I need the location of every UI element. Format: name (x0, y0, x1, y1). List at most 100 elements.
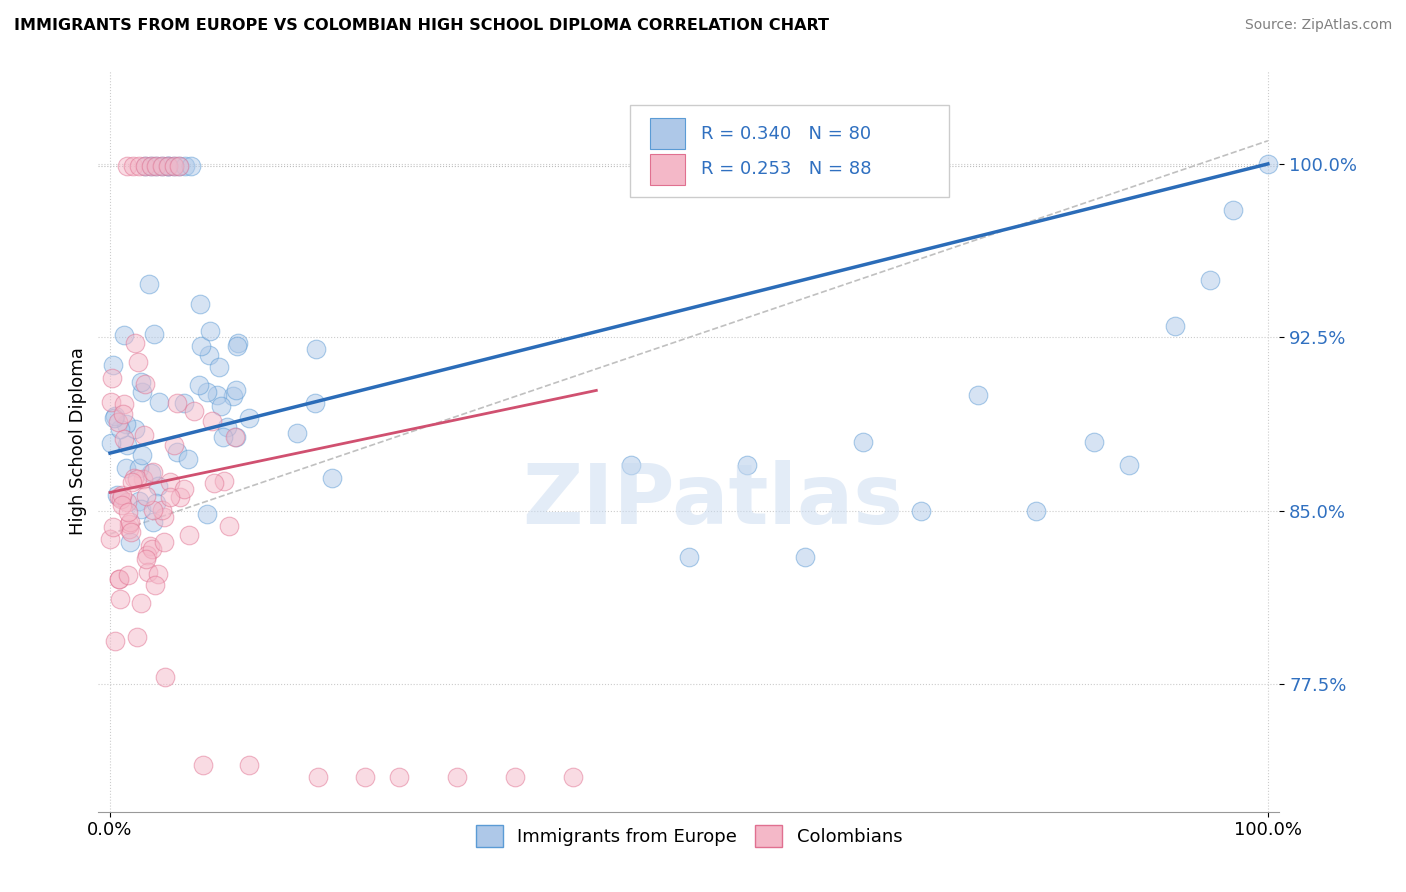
Point (108, 592, 131, 607)
FancyBboxPatch shape (650, 153, 685, 185)
Point (321, 470, 343, 484)
Point (105, 488, 128, 502)
Point (1025, 504, 1047, 518)
Legend: Immigrants from Europe, Colombians: Immigrants from Europe, Colombians (468, 818, 910, 855)
Point (131, 502, 153, 516)
Point (212, 474, 235, 488)
Text: IMMIGRANTS FROM EUROPE VS COLOMBIAN HIGH SCHOOL DIPLOMA CORRELATION CHART: IMMIGRANTS FROM EUROPE VS COLOMBIAN HIGH… (14, 18, 830, 33)
Point (100, 395, 122, 409)
Point (159, 475, 181, 489)
Point (1118, 458, 1140, 472)
Point (162, 438, 184, 452)
Point (153, 509, 176, 524)
Point (562, 770, 585, 784)
Point (177, 451, 200, 466)
Point (117, 568, 139, 582)
Point (388, 770, 411, 784)
Point (111, 407, 134, 421)
Point (169, 490, 191, 504)
Point (120, 515, 142, 529)
Point (104, 634, 127, 648)
Point (118, 522, 141, 536)
Point (122, 471, 145, 485)
Point (117, 495, 139, 509)
Point (198, 324, 221, 338)
Point (132, 428, 155, 442)
Point (143, 578, 166, 592)
Point (138, 277, 160, 291)
Point (215, 419, 238, 434)
Point (305, 343, 328, 357)
Point (177, 528, 200, 542)
Point (156, 159, 179, 173)
Point (139, 159, 162, 173)
Point (145, 159, 167, 173)
Point (103, 520, 125, 534)
Point (131, 375, 153, 389)
Point (205, 388, 228, 402)
Point (145, 496, 167, 510)
Point (156, 159, 179, 173)
Point (226, 335, 249, 350)
Point (129, 596, 152, 610)
Text: ZIPatlas: ZIPatlas (522, 460, 903, 541)
Point (139, 539, 162, 553)
Point (141, 466, 163, 480)
Point (1083, 434, 1105, 449)
FancyBboxPatch shape (650, 118, 685, 149)
Point (131, 448, 153, 462)
Point (136, 565, 159, 579)
Point (163, 159, 186, 173)
Point (174, 159, 197, 173)
Point (112, 397, 135, 411)
Point (120, 535, 142, 549)
Point (121, 475, 143, 489)
Point (131, 385, 153, 400)
Point (225, 383, 247, 397)
Point (620, 458, 643, 472)
Point (142, 502, 165, 516)
Point (112, 432, 135, 446)
Point (163, 159, 186, 173)
Point (166, 445, 188, 459)
Point (1257, 157, 1279, 171)
Point (107, 415, 129, 429)
Point (117, 505, 139, 519)
Point (188, 296, 211, 310)
Point (136, 548, 159, 562)
Point (152, 502, 174, 516)
Point (128, 159, 150, 173)
Point (115, 438, 138, 452)
Point (238, 758, 260, 772)
Point (134, 159, 156, 173)
Point (304, 396, 326, 410)
Text: R = 0.340   N = 80: R = 0.340 N = 80 (700, 125, 870, 143)
Point (173, 482, 195, 496)
Point (173, 396, 195, 410)
Point (150, 159, 173, 173)
Point (127, 631, 149, 645)
Point (1222, 203, 1244, 218)
Point (122, 159, 145, 173)
Point (238, 410, 260, 425)
Point (195, 507, 218, 521)
Point (118, 516, 141, 531)
Point (166, 396, 188, 410)
Point (108, 491, 131, 505)
Point (145, 159, 167, 173)
Point (100, 436, 122, 450)
Point (141, 542, 163, 557)
Point (134, 159, 156, 173)
Point (115, 460, 138, 475)
Point (153, 670, 176, 684)
Point (159, 490, 181, 504)
Point (169, 159, 191, 173)
Point (142, 515, 165, 529)
Point (224, 430, 246, 444)
Point (353, 770, 375, 784)
Point (503, 770, 526, 784)
Point (1164, 318, 1187, 333)
Point (446, 770, 468, 784)
Point (128, 494, 150, 508)
Point (120, 524, 142, 539)
